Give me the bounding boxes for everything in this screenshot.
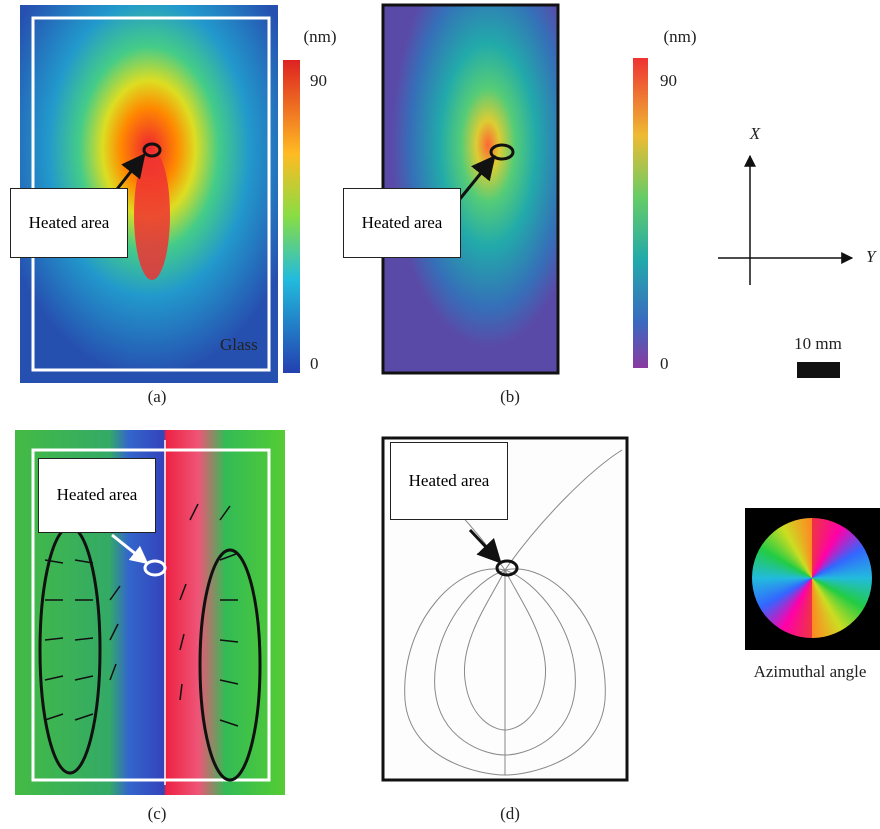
colorbar-unit: (nm): [303, 27, 336, 46]
scale-bar: [797, 362, 840, 378]
axis-label: Y: [866, 247, 877, 266]
arrow: [453, 155, 496, 206]
panel-label: (c): [148, 804, 167, 823]
colorbar-min: 0: [660, 354, 669, 373]
heated-marker: [489, 143, 515, 161]
callout: Heated area: [390, 442, 508, 520]
panel-label: (d): [500, 804, 520, 823]
colorbar: [633, 58, 648, 368]
panel-label: (a): [148, 387, 167, 406]
axis-label: X: [749, 124, 761, 143]
colorbar-min: 0: [310, 354, 319, 373]
colorbar-unit: (nm): [663, 27, 696, 46]
hot-zone: [134, 150, 170, 280]
scale-bar-label: 10 mm: [794, 334, 842, 353]
color-wheel: [752, 518, 872, 638]
colorbar: [283, 60, 300, 373]
wheel-label: Azimuthal angle: [754, 662, 867, 681]
heated-marker: [495, 559, 519, 577]
material-label: Glass: [220, 335, 258, 354]
ellipse-region: [198, 548, 262, 782]
colorbar-max: 90: [660, 71, 677, 90]
orientation-dashes: [44, 503, 239, 727]
colorbar-max: 90: [310, 71, 327, 90]
panel-label: (b): [500, 387, 520, 406]
heated-marker: [143, 559, 167, 577]
arrow: [111, 533, 149, 565]
heated-marker: [142, 142, 162, 158]
callout: Heated area: [10, 188, 128, 258]
glass-frame: [31, 448, 271, 782]
callout: Heated area: [343, 188, 461, 258]
callout: Heated area: [38, 458, 156, 533]
arrow: [468, 528, 502, 564]
